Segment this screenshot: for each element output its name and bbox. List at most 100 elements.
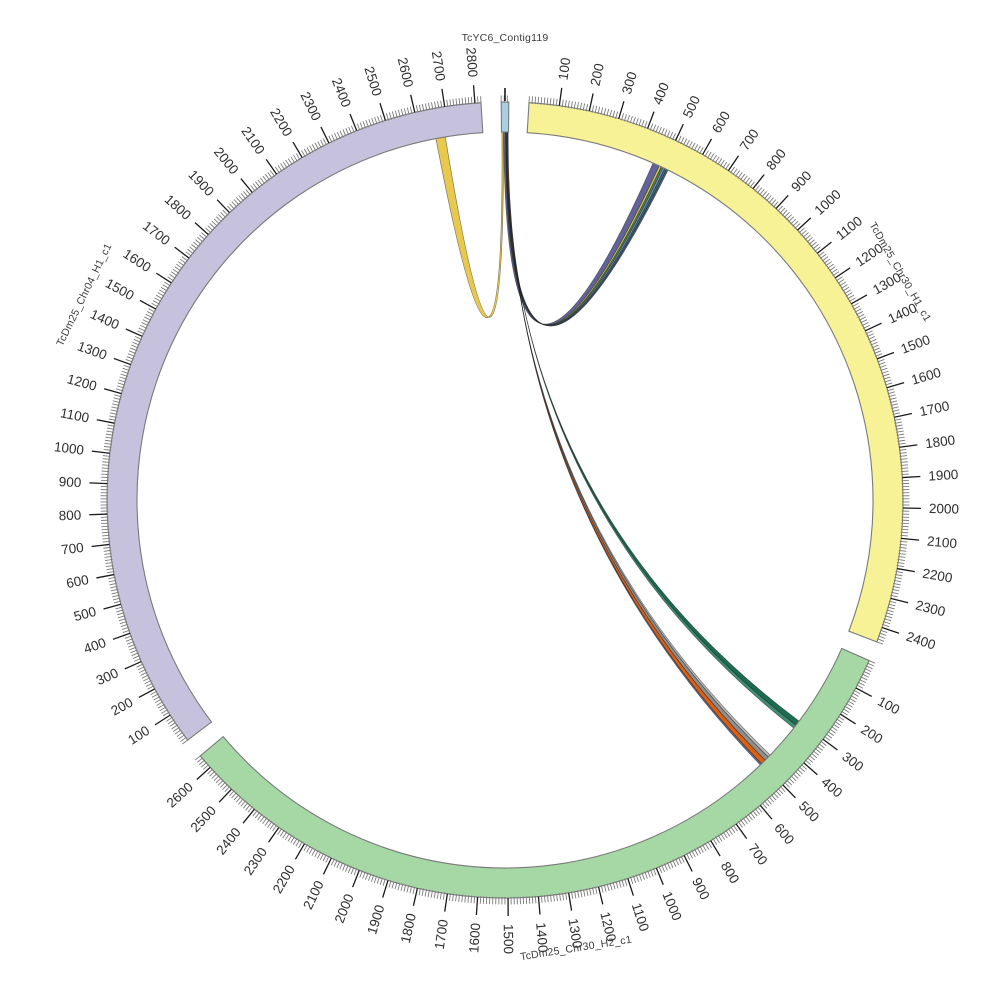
major-tick <box>138 688 155 699</box>
minor-tick <box>145 682 153 687</box>
minor-tick <box>133 338 141 343</box>
minor-tick <box>649 869 654 877</box>
minor-tick <box>889 397 897 401</box>
minor-tick <box>567 100 570 109</box>
minor-tick <box>105 561 114 565</box>
minor-tick <box>169 721 177 727</box>
minor-tick <box>794 223 801 229</box>
minor-tick <box>591 887 595 895</box>
major-tick <box>475 897 479 916</box>
minor-tick <box>101 531 110 534</box>
minor-tick <box>106 567 115 571</box>
minor-tick <box>635 117 639 126</box>
minor-tick <box>174 729 182 735</box>
minor-tick <box>765 195 772 202</box>
minor-tick <box>119 376 127 380</box>
tick-label: 2000 <box>211 144 242 177</box>
minor-tick <box>706 151 712 159</box>
minor-tick <box>427 889 430 898</box>
minor-tick <box>898 442 906 445</box>
major-tick <box>710 840 721 857</box>
minor-tick <box>133 657 142 662</box>
tick-label: 1500 <box>501 924 516 954</box>
minor-tick <box>853 305 861 310</box>
major-tick <box>349 113 358 131</box>
minor-tick <box>370 874 375 882</box>
minor-tick <box>325 855 330 863</box>
minor-tick <box>696 145 701 153</box>
minor-tick <box>848 697 856 703</box>
minor-tick <box>898 448 907 451</box>
minor-tick <box>403 884 407 892</box>
minor-tick <box>440 100 443 109</box>
minor-tick <box>400 883 404 892</box>
minor-tick <box>732 168 738 176</box>
minor-tick <box>832 723 840 729</box>
minor-tick <box>897 558 906 561</box>
tick-label: 400 <box>818 774 845 800</box>
minor-tick <box>761 191 767 198</box>
minor-tick <box>688 141 693 149</box>
minor-tick <box>179 258 187 264</box>
minor-tick <box>876 638 885 642</box>
minor-tick <box>118 618 127 622</box>
minor-tick <box>119 621 128 625</box>
minor-tick <box>374 116 378 125</box>
minor-tick <box>688 851 693 859</box>
minor-tick <box>109 582 117 586</box>
minor-tick <box>311 144 317 152</box>
major-tick <box>294 843 306 860</box>
minor-tick <box>693 144 699 152</box>
minor-tick <box>336 131 341 139</box>
minor-tick <box>116 385 125 389</box>
minor-tick <box>836 718 843 724</box>
major-tick <box>902 475 921 479</box>
major-tick <box>96 573 115 579</box>
minor-tick <box>199 234 206 241</box>
tick-label: 2700 <box>429 50 448 82</box>
major-tick <box>265 158 278 175</box>
minor-tick <box>888 394 896 398</box>
minor-tick <box>359 122 364 130</box>
major-tick <box>752 174 765 190</box>
minor-tick <box>201 232 208 238</box>
minor-tick <box>207 768 214 775</box>
major-tick <box>597 886 604 905</box>
minor-tick <box>900 534 908 537</box>
minor-tick <box>126 641 135 645</box>
minor-tick <box>612 110 616 118</box>
minor-tick <box>874 353 883 357</box>
minor-tick <box>888 603 896 607</box>
tick-label: 1100 <box>629 901 652 933</box>
minor-tick <box>339 130 344 138</box>
minor-tick <box>781 209 788 216</box>
minor-tick <box>124 635 133 639</box>
minor-tick <box>891 406 899 409</box>
minor-tick <box>862 324 870 329</box>
minor-tick <box>154 297 162 303</box>
minor-tick <box>134 336 143 340</box>
minor-tick <box>720 833 726 840</box>
tick-label: 2800 <box>463 47 480 78</box>
minor-tick <box>109 415 117 418</box>
tick-label: 300 <box>94 665 121 688</box>
minor-tick <box>388 112 392 120</box>
major-tick <box>702 138 713 155</box>
minor-tick <box>155 294 163 300</box>
minor-tick <box>829 728 836 734</box>
minor-tick <box>153 696 161 701</box>
minor-tick <box>552 98 555 106</box>
minor-tick <box>195 239 202 245</box>
major-tick <box>218 788 232 803</box>
tick-label: 900 <box>788 168 814 195</box>
minor-tick <box>458 98 461 106</box>
minor-tick <box>213 775 220 782</box>
minor-tick <box>433 890 436 899</box>
minor-tick <box>379 877 383 885</box>
minor-tick <box>131 344 139 349</box>
minor-tick <box>262 175 268 183</box>
minor-tick <box>125 638 134 642</box>
major-tick <box>155 272 172 284</box>
minor-tick <box>397 109 401 118</box>
minor-tick <box>132 655 140 659</box>
